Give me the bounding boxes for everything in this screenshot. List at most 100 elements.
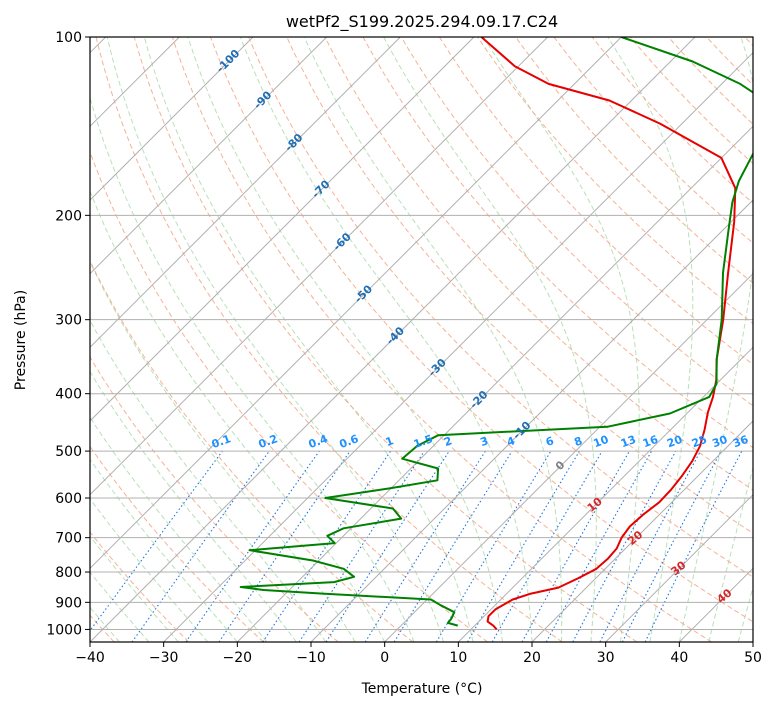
mixing-ratio-label: 0.2 xyxy=(257,432,280,451)
dry-adiabat-line xyxy=(438,37,753,366)
mixing-ratio-label: 25 xyxy=(690,433,709,450)
dewpoint-profile-line xyxy=(239,37,753,627)
moist-adiabat-line xyxy=(239,37,533,642)
isotherm-line xyxy=(90,37,254,201)
mixing-ratio-line xyxy=(262,450,392,642)
y-axis-ticks: 100 200 300 400 500 600 700 800 900 1000 xyxy=(46,30,90,638)
moist-adiabat-line xyxy=(90,458,238,642)
isotherm-line xyxy=(90,37,696,642)
dry-adiabat-line xyxy=(171,37,712,642)
moist-adiabat-line xyxy=(383,37,597,642)
plot-frame xyxy=(89,36,754,643)
mixing-ratio-label: 3 xyxy=(478,434,490,449)
mixing-ratio-line xyxy=(325,450,450,642)
moist-adiabat-line xyxy=(607,37,694,642)
mixing-ratio-lines xyxy=(90,450,743,642)
y-tick-label: 200 xyxy=(55,208,82,224)
mixing-ratio-line xyxy=(572,450,677,642)
mixing-ratio-line xyxy=(90,450,223,632)
y-tick-label: 800 xyxy=(55,565,82,581)
pressure-gridlines xyxy=(90,37,753,630)
chart-title: wetPf2_S199.2025.294.09.17.C24 xyxy=(286,12,558,32)
isotherm-line xyxy=(605,493,753,642)
dry-adiabat-line xyxy=(248,37,753,578)
x-tick-label: 40 xyxy=(670,650,688,666)
mixing-ratio-label: 4 xyxy=(505,434,517,449)
mixing-ratio-label: 13 xyxy=(619,433,638,450)
moist-adiabat-line xyxy=(708,466,753,642)
isotherm-line xyxy=(236,125,753,642)
plot-area: -100-90-80-70-60-50-40-30-20-1000.1 0.2 0.… xyxy=(90,37,753,642)
moist-adiabat-line xyxy=(143,37,474,642)
mixing-ratio-line xyxy=(218,450,351,642)
mixing-ratio-label: 36 xyxy=(731,433,750,451)
dry-adiabat-line xyxy=(400,37,753,407)
x-tick-label: 20 xyxy=(523,650,541,666)
isotherm-line xyxy=(163,51,753,642)
temperature-profile-line xyxy=(480,37,737,631)
mixing-ratio-label: 16 xyxy=(641,433,660,451)
y-tick-label: 1000 xyxy=(46,622,82,638)
x-tick-label: −30 xyxy=(149,650,179,666)
mixing-ratio-label: 10 xyxy=(592,433,611,451)
dry-adiabat-line xyxy=(95,37,563,642)
mixing-ratio-line xyxy=(644,450,743,642)
x-tick-label: −20 xyxy=(223,650,253,666)
y-tick-label: 500 xyxy=(55,444,82,460)
y-tick-label: 600 xyxy=(55,491,82,507)
mixing-ratio-line xyxy=(298,450,425,642)
dry-adiabat-line xyxy=(324,37,753,491)
x-tick-label: 50 xyxy=(744,650,762,666)
mixing-ratio-label: 0.1 xyxy=(210,432,233,451)
moist-adiabat-line xyxy=(187,37,503,642)
x-tick-label: −40 xyxy=(75,650,105,666)
y-tick-label: 300 xyxy=(55,313,82,329)
x-tick-label: 10 xyxy=(449,650,467,666)
mixing-ratio-line xyxy=(521,450,630,642)
isotherm-line xyxy=(90,37,328,275)
mixing-ratio-label: 1.5 xyxy=(412,432,435,451)
moist-adiabat-line xyxy=(482,37,640,642)
x-tick-label: 30 xyxy=(597,650,615,666)
isotherm-line xyxy=(310,199,753,642)
mixing-ratio-label: 2 xyxy=(442,434,454,449)
dry-adiabat-line xyxy=(90,356,339,642)
mixing-ratio-label: 0.6 xyxy=(338,432,361,451)
isotherm-line xyxy=(90,37,401,349)
moist-adiabat-line xyxy=(303,37,563,642)
x-axis-label: Temperature (°C) xyxy=(361,681,483,697)
mixing-ratio-label: 6 xyxy=(544,434,556,449)
dry-adiabat-line xyxy=(515,37,753,284)
skewed-isotherms xyxy=(90,37,753,642)
mixing-ratio-label: 30 xyxy=(710,433,729,451)
mixing-ratio-line xyxy=(185,450,320,642)
moist-adiabat-line xyxy=(90,260,356,642)
x-axis-ticks: −40 −30 −20 −10 0 10 20 30 40 50 xyxy=(75,642,762,666)
dry-adiabat-line xyxy=(210,37,753,623)
isotherm-line xyxy=(90,37,622,570)
mixing-ratio-label: 20 xyxy=(665,433,684,451)
dry-adiabat-line xyxy=(133,37,638,642)
mixing-ratio-line xyxy=(545,450,653,642)
y-tick-label: 400 xyxy=(55,387,82,403)
mixing-ratio-label: 1 xyxy=(384,434,396,449)
mixing-ratio-label: 8 xyxy=(572,434,584,449)
y-tick-label: 100 xyxy=(55,30,82,46)
dry-adiabats xyxy=(90,37,753,642)
mixing-ratio-line xyxy=(393,450,513,642)
moist-adiabat-line xyxy=(737,585,753,642)
y-tick-label: 700 xyxy=(55,531,82,547)
isotherm-line xyxy=(531,420,753,642)
mixing-ratio-line xyxy=(131,450,270,642)
isotherm-line xyxy=(90,37,549,496)
y-axis-label: Pressure (hPa) xyxy=(13,290,29,390)
moist-adiabat-line xyxy=(90,416,268,642)
moist-adiabat-line xyxy=(90,319,327,642)
isotherm-line xyxy=(384,272,753,642)
dry-adiabat-line xyxy=(90,445,264,642)
y-tick-label: 900 xyxy=(55,595,82,611)
isotherm-line xyxy=(457,346,753,642)
dry-adiabat-line xyxy=(90,531,190,642)
